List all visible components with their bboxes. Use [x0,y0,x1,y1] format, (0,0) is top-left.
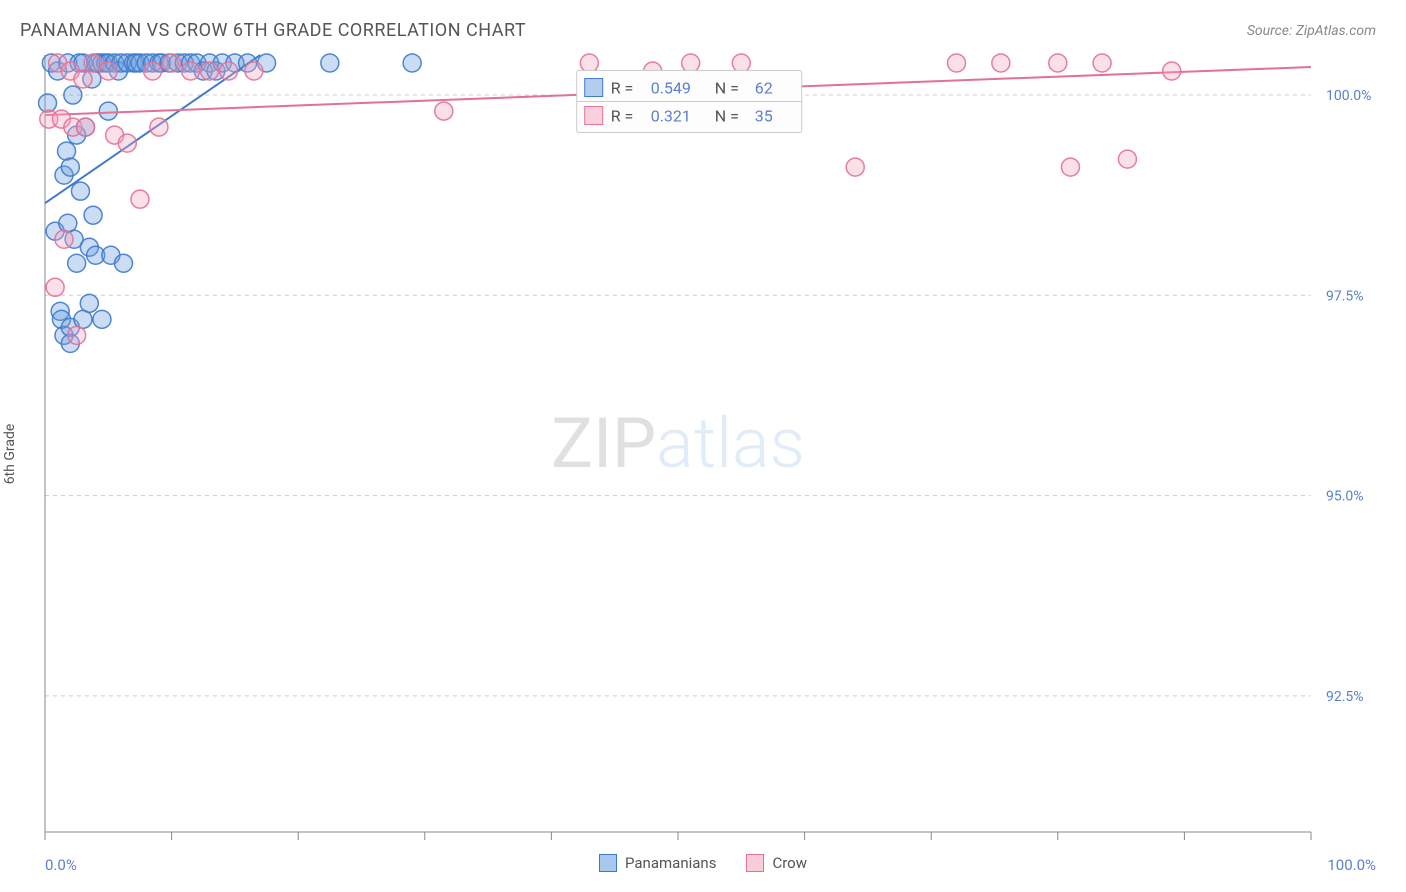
source-label: Source: ZipAtlas.com [1247,23,1376,39]
legend-swatch [585,79,603,97]
chart-plot-area: ZIPatlas 92.5%95.0%97.5%100.0%R =0.549N … [45,55,1311,832]
legend-swatch [746,854,764,872]
legend-swatch [599,854,617,872]
legend-n-label: N = [715,79,739,98]
data-point [99,102,117,120]
data-point [118,134,136,152]
y-tick-label: 95.0% [1326,489,1364,505]
data-point [114,254,132,272]
legend-label: Crow [772,854,807,872]
data-point [403,54,421,72]
data-point [1049,54,1067,72]
legend-r-label: R = [611,79,634,98]
legend-n-value: 62 [755,79,773,98]
chart-title: PANAMANIAN VS CROW 6TH GRADE CORRELATION… [20,20,526,41]
data-point [201,62,219,80]
data-point [321,54,339,72]
data-point [1163,62,1181,80]
y-axis-label: 6th Grade [2,424,18,485]
legend-label: Panamanians [625,854,716,872]
y-tick-label: 97.5% [1326,288,1364,304]
data-point [580,54,598,72]
legend-r-value: 0.321 [651,107,691,126]
legend-r-label: R = [611,107,634,126]
data-point [93,310,111,328]
data-point [182,62,200,80]
data-point [61,158,79,176]
scatter-svg: 92.5%95.0%97.5%100.0%R =0.549N =62R =0.3… [45,55,1311,832]
data-point [46,278,64,296]
legend-swatch [585,107,603,125]
data-point [71,182,89,200]
data-point [80,294,98,312]
chart-header: PANAMANIAN VS CROW 6TH GRADE CORRELATION… [0,0,1406,51]
legend-r-value: 0.549 [651,79,691,98]
data-point [84,206,102,224]
data-point [732,54,750,72]
data-point [1061,158,1079,176]
legend-item: Panamanians [599,854,716,872]
data-point [435,102,453,120]
y-tick-label: 100.0% [1326,88,1371,104]
data-point [150,118,168,136]
data-point [77,118,95,136]
data-point [1093,54,1111,72]
data-point [58,142,76,160]
legend-item: Crow [746,854,807,872]
data-point [131,190,149,208]
data-point [682,54,700,72]
data-point [74,70,92,88]
data-point [948,54,966,72]
bottom-legend: Panamanians Crow [0,854,1406,872]
data-point [992,54,1010,72]
data-point [39,94,57,112]
y-tick-label: 92.5% [1326,689,1364,705]
data-point [1118,150,1136,168]
data-point [163,54,181,72]
data-point [64,86,82,104]
data-point [245,62,263,80]
data-point [68,326,86,344]
data-point [846,158,864,176]
data-point [55,230,73,248]
legend-n-label: N = [715,107,739,126]
data-point [144,62,162,80]
data-point [220,62,238,80]
legend-n-value: 35 [755,107,773,126]
data-point [99,62,117,80]
data-point [68,254,86,272]
